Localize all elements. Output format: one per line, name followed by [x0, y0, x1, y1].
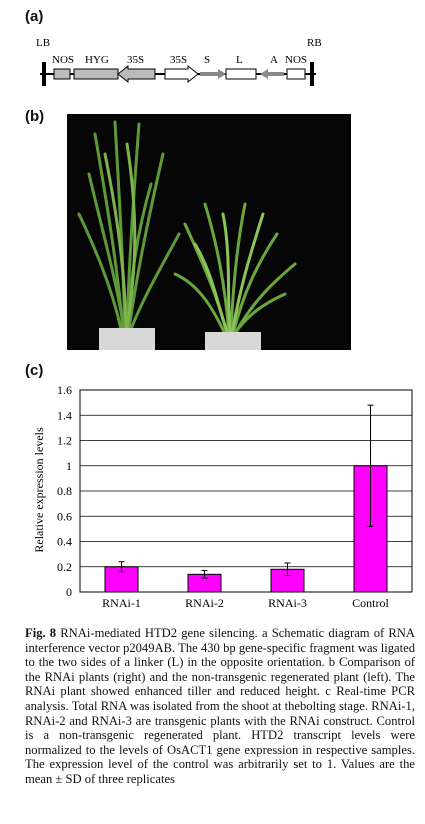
x-category-label: RNAi-3: [268, 596, 307, 610]
y-tick-label: 0.8: [57, 484, 72, 498]
plant-illustration: [67, 114, 351, 350]
short-plant: [173, 202, 297, 336]
plant-photo: [67, 114, 351, 350]
right-border-label: RB: [307, 37, 322, 49]
element-label: NOS: [285, 54, 307, 66]
promoter-35s-arrow-left: [117, 64, 156, 84]
hyg-box: [73, 68, 119, 80]
element-label: S: [204, 54, 210, 66]
vector-diagram: LB RB NOS HYG 35S 35S S L A NOS: [36, 37, 322, 86]
antisense-arrow-head: [260, 69, 268, 79]
y-tick-label: 0.6: [57, 509, 72, 523]
y-tick-label: 0.4: [57, 535, 72, 549]
panel-c-label: (c): [25, 362, 44, 379]
element-label: 35S: [127, 54, 144, 66]
promoter-35s-arrow-right: [164, 64, 199, 84]
figure-label: Fig. 8: [25, 626, 57, 640]
right-pot: [205, 332, 261, 350]
tall-plant: [77, 120, 181, 331]
element-label: NOS: [52, 54, 74, 66]
figure-caption: Fig. 8 RNAi-mediated HTD2 gene silencing…: [25, 626, 415, 787]
y-tick-label: 1.6: [57, 383, 72, 397]
x-category-label: RNAi-2: [185, 596, 224, 610]
y-tick-label: 0.2: [57, 560, 72, 574]
caption-text: RNAi-mediated HTD2 gene silencing. a Sch…: [25, 626, 415, 786]
sense-arrow-head: [218, 69, 226, 79]
linker-box: [225, 68, 257, 80]
element-label: A: [270, 54, 278, 66]
y-tick-label: 1.2: [57, 434, 72, 448]
y-tick-label: 1: [66, 459, 72, 473]
panel-b-label: (b): [25, 108, 45, 125]
panel-a-label: (a): [25, 8, 44, 25]
expression-bar-chart: Relative expression levels 0 0.2 0.4 0.6 0.8…: [32, 383, 413, 610]
left-border-label: LB: [36, 37, 50, 49]
x-category-label: Control: [352, 596, 389, 610]
y-tick-label: 1.4: [57, 408, 72, 422]
element-label: L: [236, 54, 243, 66]
element-label: HYG: [85, 54, 109, 66]
nos-box-right: [286, 68, 306, 80]
nos-box-left: [53, 68, 71, 80]
y-tick-label: 0: [66, 585, 72, 599]
y-axis-title: Relative expression levels: [32, 427, 46, 553]
left-pot: [99, 328, 155, 350]
element-label: 35S: [170, 54, 187, 66]
x-category-label: RNAi-1: [102, 596, 141, 610]
